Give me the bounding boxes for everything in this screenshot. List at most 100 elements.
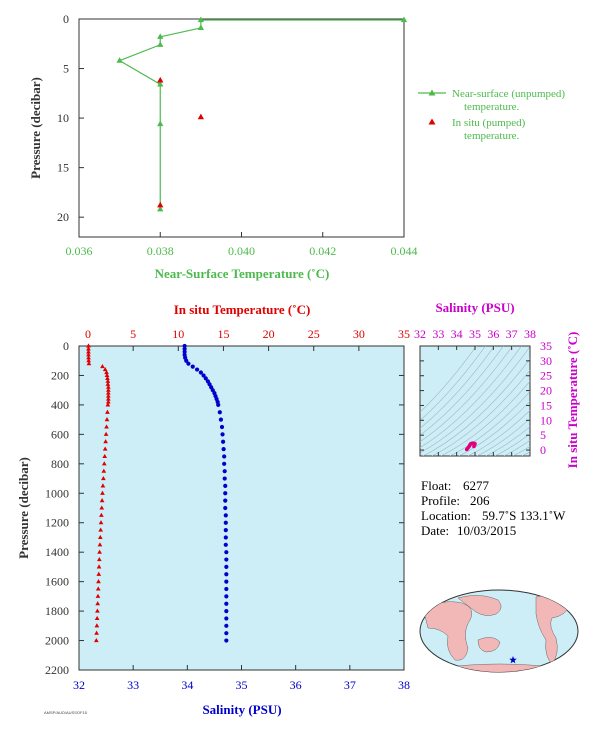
near-surface-y-label: Pressure (decibar) — [28, 77, 43, 179]
temperature-point — [96, 556, 102, 562]
salinity-point — [223, 527, 228, 533]
ts-point — [472, 444, 476, 449]
pressure-tick-label: 400 — [51, 398, 69, 412]
temperature-point — [101, 468, 107, 473]
temperature-point — [102, 446, 108, 451]
temperature-point — [96, 564, 102, 569]
temperature-point — [94, 615, 100, 621]
salinity-point — [223, 513, 228, 518]
legend-label-unpumped-line2: temperature. — [464, 101, 520, 113]
temperature-point — [102, 366, 108, 372]
pressure-tick-label: 1200 — [45, 516, 69, 530]
temperature-point — [86, 343, 91, 348]
temperature-point — [106, 396, 111, 401]
salinity-point — [186, 361, 191, 366]
pressure-tick-label: 1800 — [45, 604, 69, 618]
temperature-point — [103, 431, 109, 436]
near-surface-plot-frame — [78, 18, 405, 238]
temperature-point — [100, 364, 105, 369]
temperature-point — [103, 439, 108, 444]
ts-temperature-tick-label: 5 — [540, 428, 546, 442]
temperature-point — [99, 498, 105, 503]
location-label: Location: — [421, 508, 471, 523]
temperature-point — [94, 630, 99, 635]
salinity-point — [222, 454, 227, 459]
salinity-point — [220, 439, 226, 444]
temperature-point — [106, 384, 111, 389]
density-contour-line — [494, 433, 530, 456]
temperature-point — [95, 608, 100, 613]
near-surface-x-tick-label: 0.038 — [147, 244, 174, 258]
salinity-point — [222, 469, 227, 474]
salinity-point — [194, 367, 200, 372]
temperature-point — [86, 358, 91, 363]
salinity-point — [223, 483, 228, 489]
ts-temperature-tick-label: 30 — [540, 354, 552, 368]
temperature-point — [105, 378, 111, 383]
salinity-point — [217, 410, 222, 415]
temperature-tick-label: 30 — [353, 327, 365, 341]
ts-salinity-tick-label: 33 — [432, 327, 444, 341]
temperature-point — [96, 579, 101, 584]
legend-label-pumped-line1: In situ (pumped) — [452, 117, 526, 129]
pressure-tick-label: 800 — [51, 457, 69, 471]
pressure-axis-ticks: 0 200 400 600 800 1000 1200 1400 1600 1800 2000 220… — [45, 339, 404, 677]
density-contour-line — [512, 446, 530, 456]
temperature-point — [99, 505, 105, 510]
pressure-tick-label: 600 — [51, 427, 69, 441]
temperature-tick-label: 0 — [85, 327, 91, 341]
temperature-point — [99, 512, 104, 517]
ts-plot-frame — [419, 345, 531, 457]
near-surface-unpumped-point — [197, 24, 205, 31]
temperature-point — [94, 623, 100, 628]
ts-series — [464, 441, 477, 452]
salinity-point — [224, 550, 229, 555]
salinity-point — [220, 432, 225, 437]
salinity-point — [184, 358, 189, 363]
salinity-tick-label: 35 — [236, 678, 248, 692]
salinity-point — [201, 373, 206, 378]
profile-label: Profile: — [421, 493, 460, 508]
pressure-tick-label: 1000 — [45, 486, 69, 500]
temperature-point — [104, 369, 109, 375]
legend-marker-pumped — [428, 118, 436, 125]
legend-label-pumped-line2: temperature. — [464, 130, 520, 142]
temperature-profile-series — [86, 343, 111, 643]
land-australia — [477, 637, 501, 653]
near-surface-y-tick-label: 15 — [57, 161, 69, 175]
in-situ-pumped-point — [157, 201, 164, 208]
profile-chart: 0 5 10 15 20 25 30 35 32 33 34 35 36 37 38 0 200 400 600… — [16, 302, 410, 717]
ts-salinity-tick-label: 36 — [487, 327, 499, 341]
temperature-point — [86, 355, 91, 360]
float-info: Float: 6277 Profile: 206 Location: 59.7˚… — [421, 478, 566, 538]
temperature-point — [98, 527, 104, 532]
near-surface-unpumped-point — [116, 57, 123, 63]
salinity-point — [224, 586, 229, 592]
salinity-point — [222, 476, 227, 481]
near-surface-unpumped-point — [157, 205, 164, 212]
near-surface-y-ticks: 0 5 10 15 20 — [57, 12, 84, 224]
pressure-tick-label: 0 — [63, 339, 69, 353]
temperature-tick-label: 5 — [130, 327, 136, 341]
near-surface-y-tick-label: 5 — [63, 62, 69, 76]
near-surface-unpumped-point — [157, 80, 164, 87]
salinity-point — [219, 424, 225, 430]
salinity-point — [223, 505, 228, 511]
salinity-point — [224, 564, 229, 570]
profile-value: 206 — [470, 493, 490, 508]
density-contour-line — [449, 391, 530, 456]
pressure-tick-label: 2200 — [45, 663, 69, 677]
legend-marker-unpumped — [428, 89, 436, 96]
temperature-point — [102, 453, 108, 459]
temperature-axis-label: In situ Temperature (˚C) — [174, 302, 311, 317]
temperature-point — [104, 372, 110, 378]
land-africa-asia — [423, 601, 472, 661]
salinity-axis-label: Salinity (PSU) — [202, 702, 281, 717]
ts-temperature-tick-label: 10 — [540, 413, 552, 427]
density-contour-line — [521, 451, 530, 456]
ts-salinity-tick-label: 37 — [506, 327, 518, 341]
in-situ-pumped-point — [157, 76, 164, 83]
near-surface-unpumped-point — [157, 41, 164, 47]
